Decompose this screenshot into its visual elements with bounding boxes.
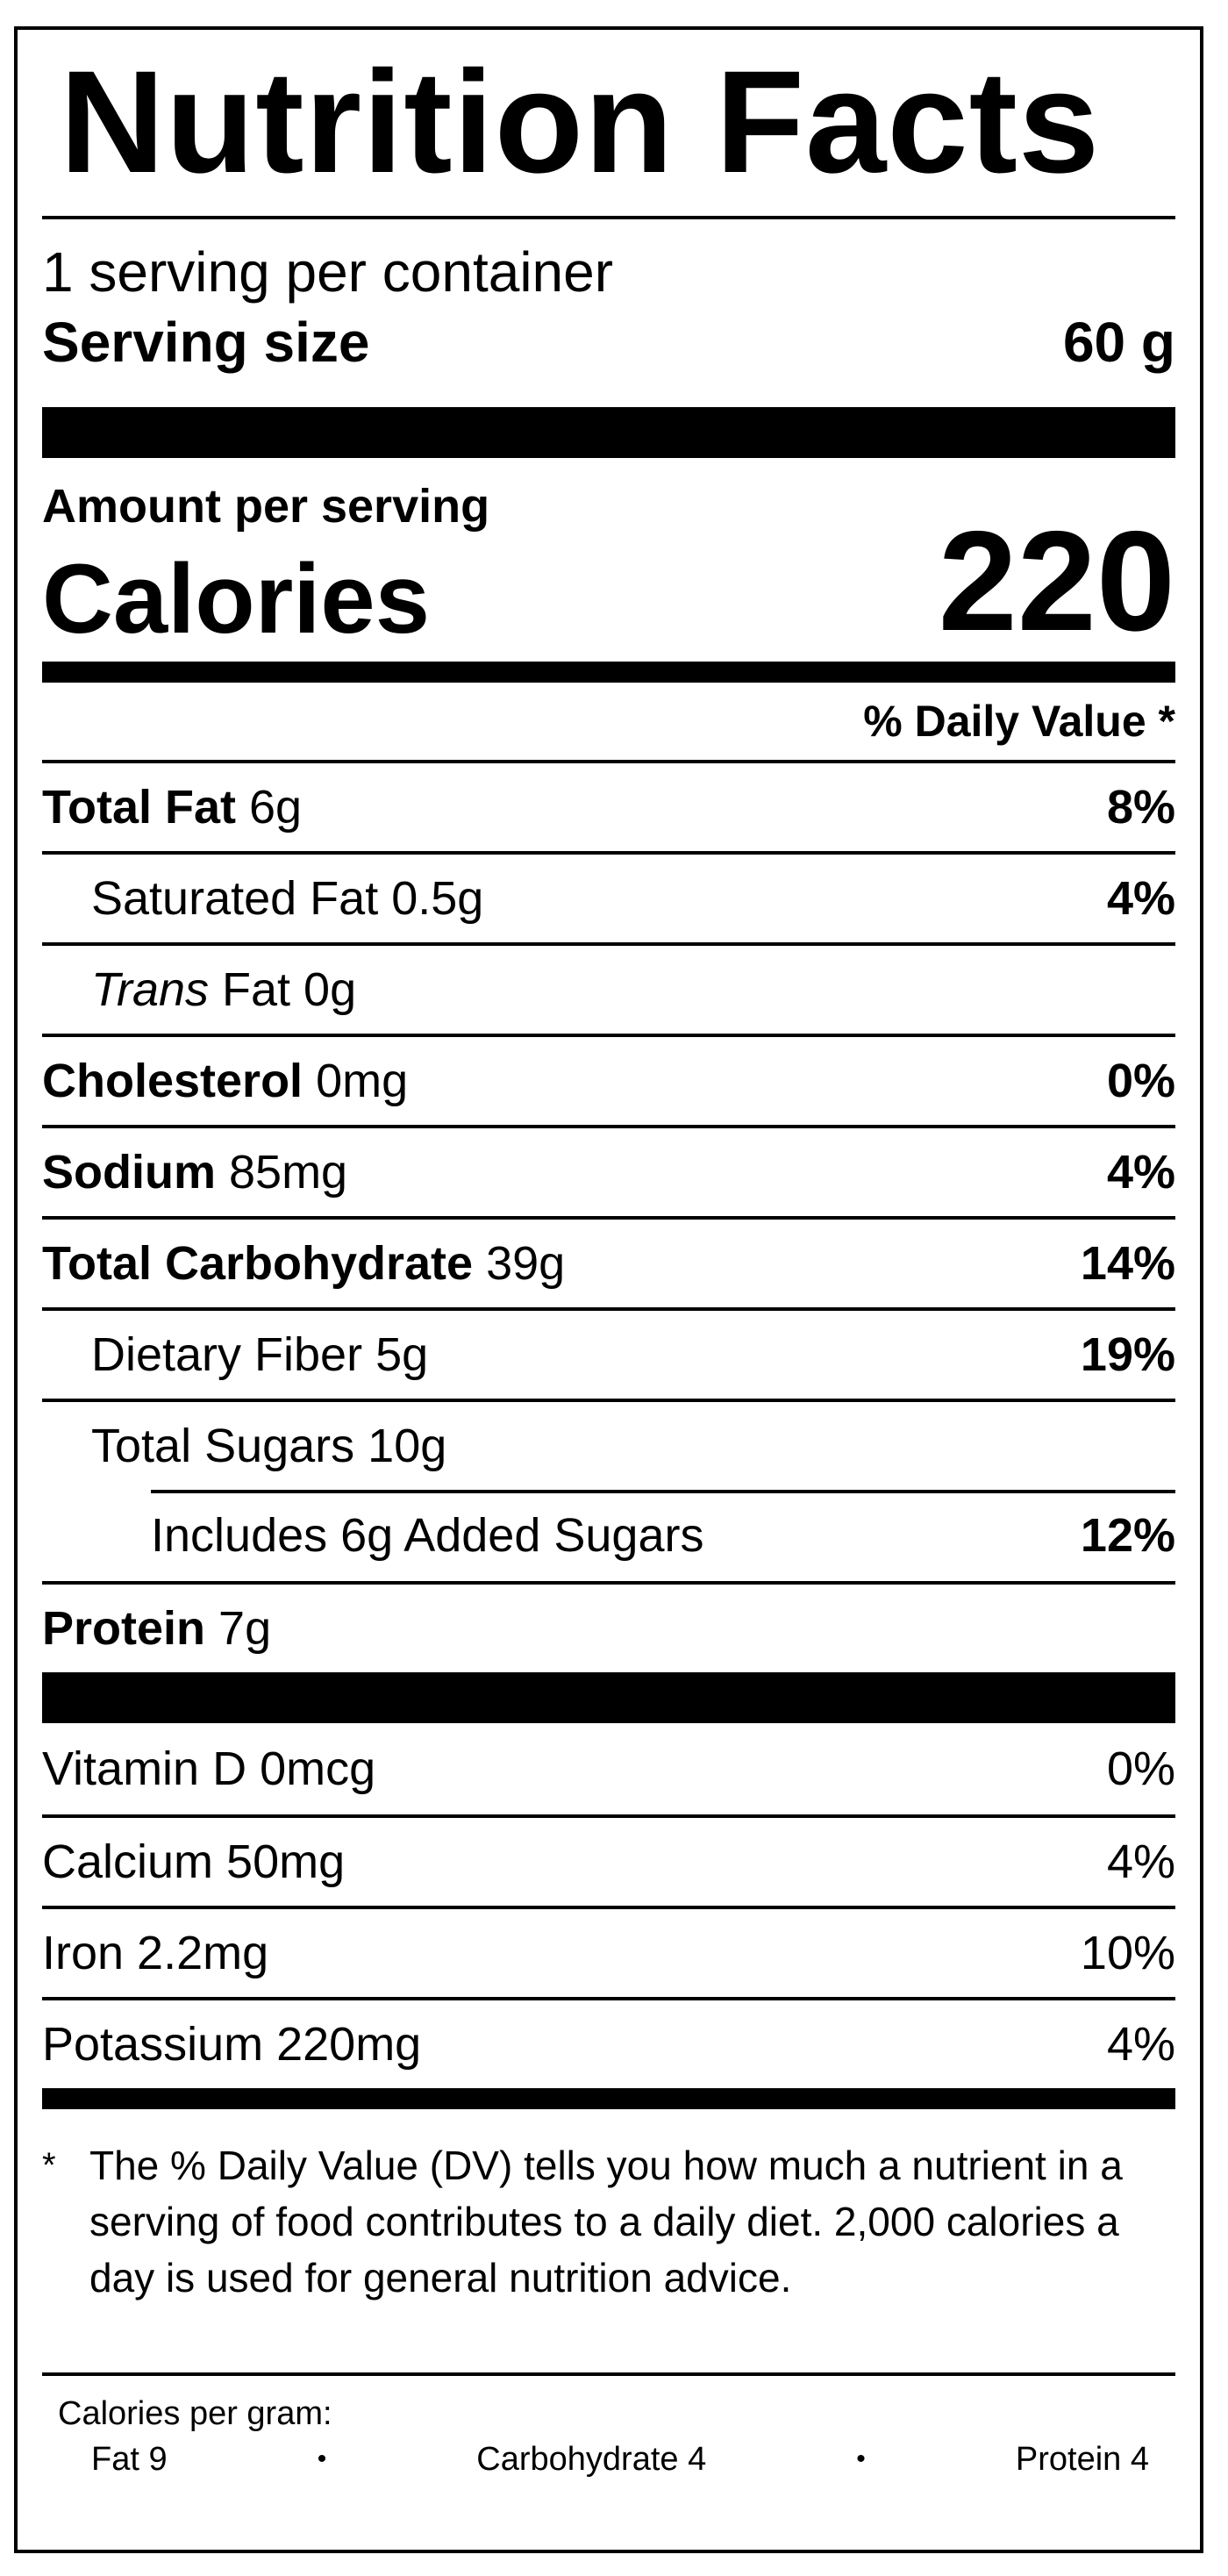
nutrient-row-added-sugars: Includes 6g Added Sugars 12% [42,1490,1175,1581]
nutrient-dv: 4% [1106,1146,1175,1199]
nutrient-dv: 12% [1080,1509,1175,1562]
divider-thick [42,1672,1175,1723]
divider-medium [42,2088,1175,2109]
nutrient-row-protein: Protein 7g [42,1581,1175,1672]
serving-size-label: Serving size [42,311,370,374]
divider-thin [42,2372,1175,2376]
nutrient-name: Dietary Fiber 5g [91,1328,429,1381]
serving-size-row: Serving size 60 g [42,311,1175,374]
nutrient-row-total-fat: Total Fat 6g 8% [42,760,1175,851]
footnote-text: The % Daily Value (DV) tells you how muc… [89,2143,1123,2301]
nutrient-name: Fat 0g [209,963,357,1016]
divider-medium [42,662,1175,683]
vitamin-name: Iron 2.2mg [42,1927,269,1979]
serving-info: 1 serving per container Serving size 60 … [42,219,1175,407]
cpg-protein: Protein 4 [1015,2441,1149,2478]
nutrient-name: Cholesterol [42,1055,303,1107]
cpg-carbohydrate: Carbohydrate 4 [476,2441,707,2478]
vitamin-dv: 10% [1080,1927,1175,1979]
nutrient-row-total-carbohydrate: Total Carbohydrate 39g 14% [42,1216,1175,1307]
nutrient-dv: 19% [1080,1328,1175,1381]
nutrient-name: Total Carbohydrate [42,1237,474,1290]
nutrient-row-total-sugars: Total Sugars 10g [42,1399,1175,1490]
nutrient-name: Saturated Fat 0.5g [91,872,484,925]
divider-thin [42,216,1175,219]
vitamin-row-potassium: Potassium 220mg 4% [42,1997,1175,2088]
vitamin-row-calcium: Calcium 50mg 4% [42,1814,1175,1906]
divider-thick [42,407,1175,458]
nutrient-dv: 14% [1080,1237,1175,1290]
nutrient-name: Total Fat [42,781,236,834]
vitamin-dv: 4% [1106,1835,1175,1888]
calories-per-gram: Calories per gram: Fat 9 • Carbohydrate … [42,2376,1175,2479]
calories-per-gram-label: Calories per gram: [58,2395,332,2432]
nutrient-amount: 85mg [216,1146,348,1199]
amount-per-serving: Amount per serving [42,480,490,533]
nutrient-name: Sodium [42,1146,216,1199]
nutrient-amount: 6g [235,781,303,834]
nutrient-row-sodium: Sodium 85mg 4% [42,1125,1175,1216]
nutrient-row-cholesterol: Cholesterol 0mg 0% [42,1034,1175,1125]
nutrient-dv: 4% [1106,872,1175,925]
daily-value-header: % Daily Value * [863,697,1175,746]
cpg-separator: • [856,2444,866,2473]
servings-per-container: 1 serving per container [42,240,614,304]
vitamin-name: Vitamin D 0mcg [42,1742,376,1795]
nutrient-row-trans-fat: Trans Fat 0g [42,942,1175,1034]
vitamin-dv: 4% [1106,2018,1175,2071]
nutrient-name-italic: Trans [91,963,210,1016]
footnote-symbol: * [42,2146,56,2185]
vitamin-name: Calcium 50mg [42,1835,346,1888]
vitamin-row-iron: Iron 2.2mg 10% [42,1906,1175,1997]
nutrient-dv: 8% [1106,781,1175,834]
footnote: * The % Daily Value (DV) tells you how m… [42,2109,1175,2372]
vitamin-dv: 0% [1106,1742,1175,1795]
nutrient-name: Includes 6g Added Sugars [151,1509,704,1562]
nutrient-row-dietary-fiber: Dietary Fiber 5g 19% [42,1307,1175,1399]
nutrient-amount: 7g [205,1602,272,1655]
cpg-fat: Fat 9 [91,2441,168,2478]
nutrient-row-saturated-fat: Saturated Fat 0.5g 4% [42,851,1175,942]
nutrient-amount: 0mg [303,1055,409,1107]
calories-section: Amount per serving Calories 220 [42,458,1175,662]
calories-per-gram-items: Fat 9 • Carbohydrate 4 • Protein 4 [42,2434,1175,2479]
vitamin-name: Potassium 220mg [42,2018,422,2071]
nutrient-name: Protein [42,1602,206,1655]
calories-label: Calories [42,544,430,654]
vitamin-row-vitamin-d: Vitamin D 0mcg 0% [42,1723,1175,1814]
serving-size-value: 60 g [1062,311,1175,374]
cpg-separator: • [317,2444,327,2473]
nutrient-dv: 0% [1106,1055,1175,1107]
nutrition-facts-label: Nutrition Facts 1 serving per container … [14,26,1203,2553]
nutrient-amount: 39g [473,1237,566,1290]
calories-value: 220 [938,502,1175,661]
nutrient-name: Total Sugars 10g [91,1420,447,1472]
label-title: Nutrition Facts [60,41,1101,204]
